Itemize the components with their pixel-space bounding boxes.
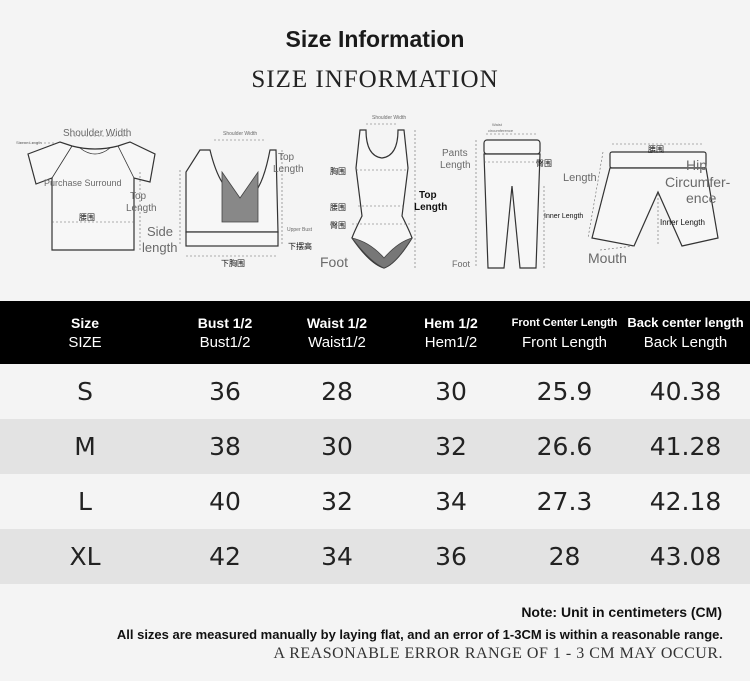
shorts-inner-length-label: Inner Length: [660, 218, 705, 227]
back-length-cell: 43.08: [649, 542, 722, 571]
size-cell: M: [74, 432, 96, 461]
waist-cell: 34: [321, 542, 353, 571]
waist-cell: 32: [321, 487, 353, 516]
bust-cell: 40: [209, 487, 241, 516]
circumference-label-2: ence: [686, 190, 717, 206]
waist-cell: 30: [321, 432, 353, 461]
size-cell: L: [78, 487, 92, 516]
bodysuit-waist-label: 腰围: [330, 203, 346, 212]
upper-bust-label: Upper Bust: [287, 227, 313, 233]
back-length-cell: 40.38: [649, 377, 722, 406]
bust-cell: 36: [209, 377, 241, 406]
waist-cell: 28: [321, 377, 353, 406]
header-size: Size SIZE: [68, 314, 102, 351]
bust-cell: 38: [209, 432, 241, 461]
pants-label: Pants: [442, 148, 468, 159]
shoulder-width-label: Shoulder Width: [63, 128, 131, 139]
garment-illustrations: Sleeve Length Shoulder Width Purchase Su…: [16, 115, 731, 270]
header-front-length: Front Center Length Front Length: [511, 316, 618, 351]
front-length-cell: 26.6: [536, 432, 593, 461]
bodysuit-illustration: Shoulder Width 胸围 腰围 臀围 Top Length Foot: [320, 115, 447, 270]
table-row: L 40 32 34 27.3 42.18: [0, 474, 750, 529]
pants-foot-label: Foot: [452, 259, 471, 269]
shorts-waist-label: 腰围: [648, 145, 664, 154]
side-length-label: length: [142, 240, 177, 255]
table-row: XL 42 34 36 28 43.08: [0, 529, 750, 584]
hem-cell: 36: [435, 542, 467, 571]
hem-cell: 32: [435, 432, 467, 461]
pants-length-label: Length: [440, 160, 471, 171]
pants-hip-label: 臀围: [536, 159, 552, 168]
bodysuit-foot-label: Foot: [320, 254, 348, 270]
back-length-cell: 42.18: [649, 487, 722, 516]
front-length-cell: 28: [548, 542, 581, 571]
sleeve-length-label: Sleeve Length: [16, 140, 42, 145]
back-length-cell: 41.28: [649, 432, 722, 461]
hip-label: Hip: [686, 157, 707, 173]
header-waist: Waist 1/2 Waist1/2: [306, 314, 368, 351]
header-bust: Bust 1/2 Bust1/2: [197, 314, 253, 351]
page-title: Size Information: [285, 26, 465, 52]
side-label: Side: [147, 224, 173, 239]
bodysuit-shoulder-width-label: Shoulder Width: [372, 115, 406, 121]
hem-cell: 34: [435, 487, 467, 516]
waist-circumference-label: Waist: [492, 122, 503, 127]
bodysuit-length-label: Length: [414, 202, 447, 213]
circumference-label-1: Circumfer-: [665, 174, 731, 190]
bodysuit-top-label: Top: [419, 190, 437, 201]
bust-cell: 42: [209, 542, 241, 571]
circumference-label: circumference: [488, 128, 514, 133]
tank-shoulder-width-label: Shoulder Width: [223, 131, 257, 137]
tshirt-top-label: Top: [130, 191, 147, 202]
header-hem: Hem 1/2 Hem1/2: [424, 314, 478, 351]
table-row: M 38 30 32 26.6 41.28: [0, 419, 750, 474]
unit-note: Note: Unit in centimeters (CM): [521, 604, 722, 620]
error-range-note: A REASONABLE ERROR RANGE OF 1 - 3 CM MAY…: [273, 645, 723, 662]
tshirt-waist-label: 腰围: [79, 213, 95, 222]
table-header-row: Size SIZE Bust 1/2 Bust1/2 Waist 1/2 Wai…: [0, 301, 750, 364]
front-length-cell: 27.3: [536, 487, 593, 516]
bodysuit-hip-label: 臀围: [330, 221, 346, 230]
shorts-illustration: 腰围 Hip Circumfer- ence Length Inner Leng…: [563, 143, 731, 266]
purchase-surround-label: Purchase Surround: [44, 178, 122, 188]
hem-height-label: 下摆高: [288, 241, 312, 251]
header-back-length: Back center length Back Length: [627, 314, 744, 351]
pants-illustration: Waist circumference Pants Length 臀围 Inne…: [440, 122, 583, 269]
tshirt-illustration: Sleeve Length Shoulder Width Purchase Su…: [16, 128, 157, 251]
pants-inner-length-label: Inner Length: [544, 213, 583, 220]
page-subtitle: SIZE INFORMATION: [251, 66, 499, 93]
front-length-cell: 25.9: [536, 377, 593, 406]
tshirt-length-label: Length: [126, 203, 157, 214]
size-chart-table: Size SIZE Bust 1/2 Bust1/2 Waist 1/2 Wai…: [0, 301, 750, 584]
hem-cell: 30: [435, 377, 467, 406]
shorts-length-label: Length: [563, 172, 597, 184]
lower-bust-label: 下胸围: [221, 258, 245, 268]
bodysuit-bust-label: 胸围: [330, 166, 346, 176]
tank-length-label: Length: [273, 164, 304, 175]
shorts-mouth-label: Mouth: [588, 250, 627, 266]
size-cell: S: [77, 377, 93, 406]
tank-top-label: Top: [278, 152, 295, 163]
size-cell: XL: [69, 542, 101, 571]
table-row: S 36 28 30 25.9 40.38: [0, 364, 750, 419]
measurement-note: All sizes are measured manually by layin…: [116, 627, 723, 642]
tank-illustration: Shoulder Width Top Length Side length Up…: [142, 131, 313, 268]
